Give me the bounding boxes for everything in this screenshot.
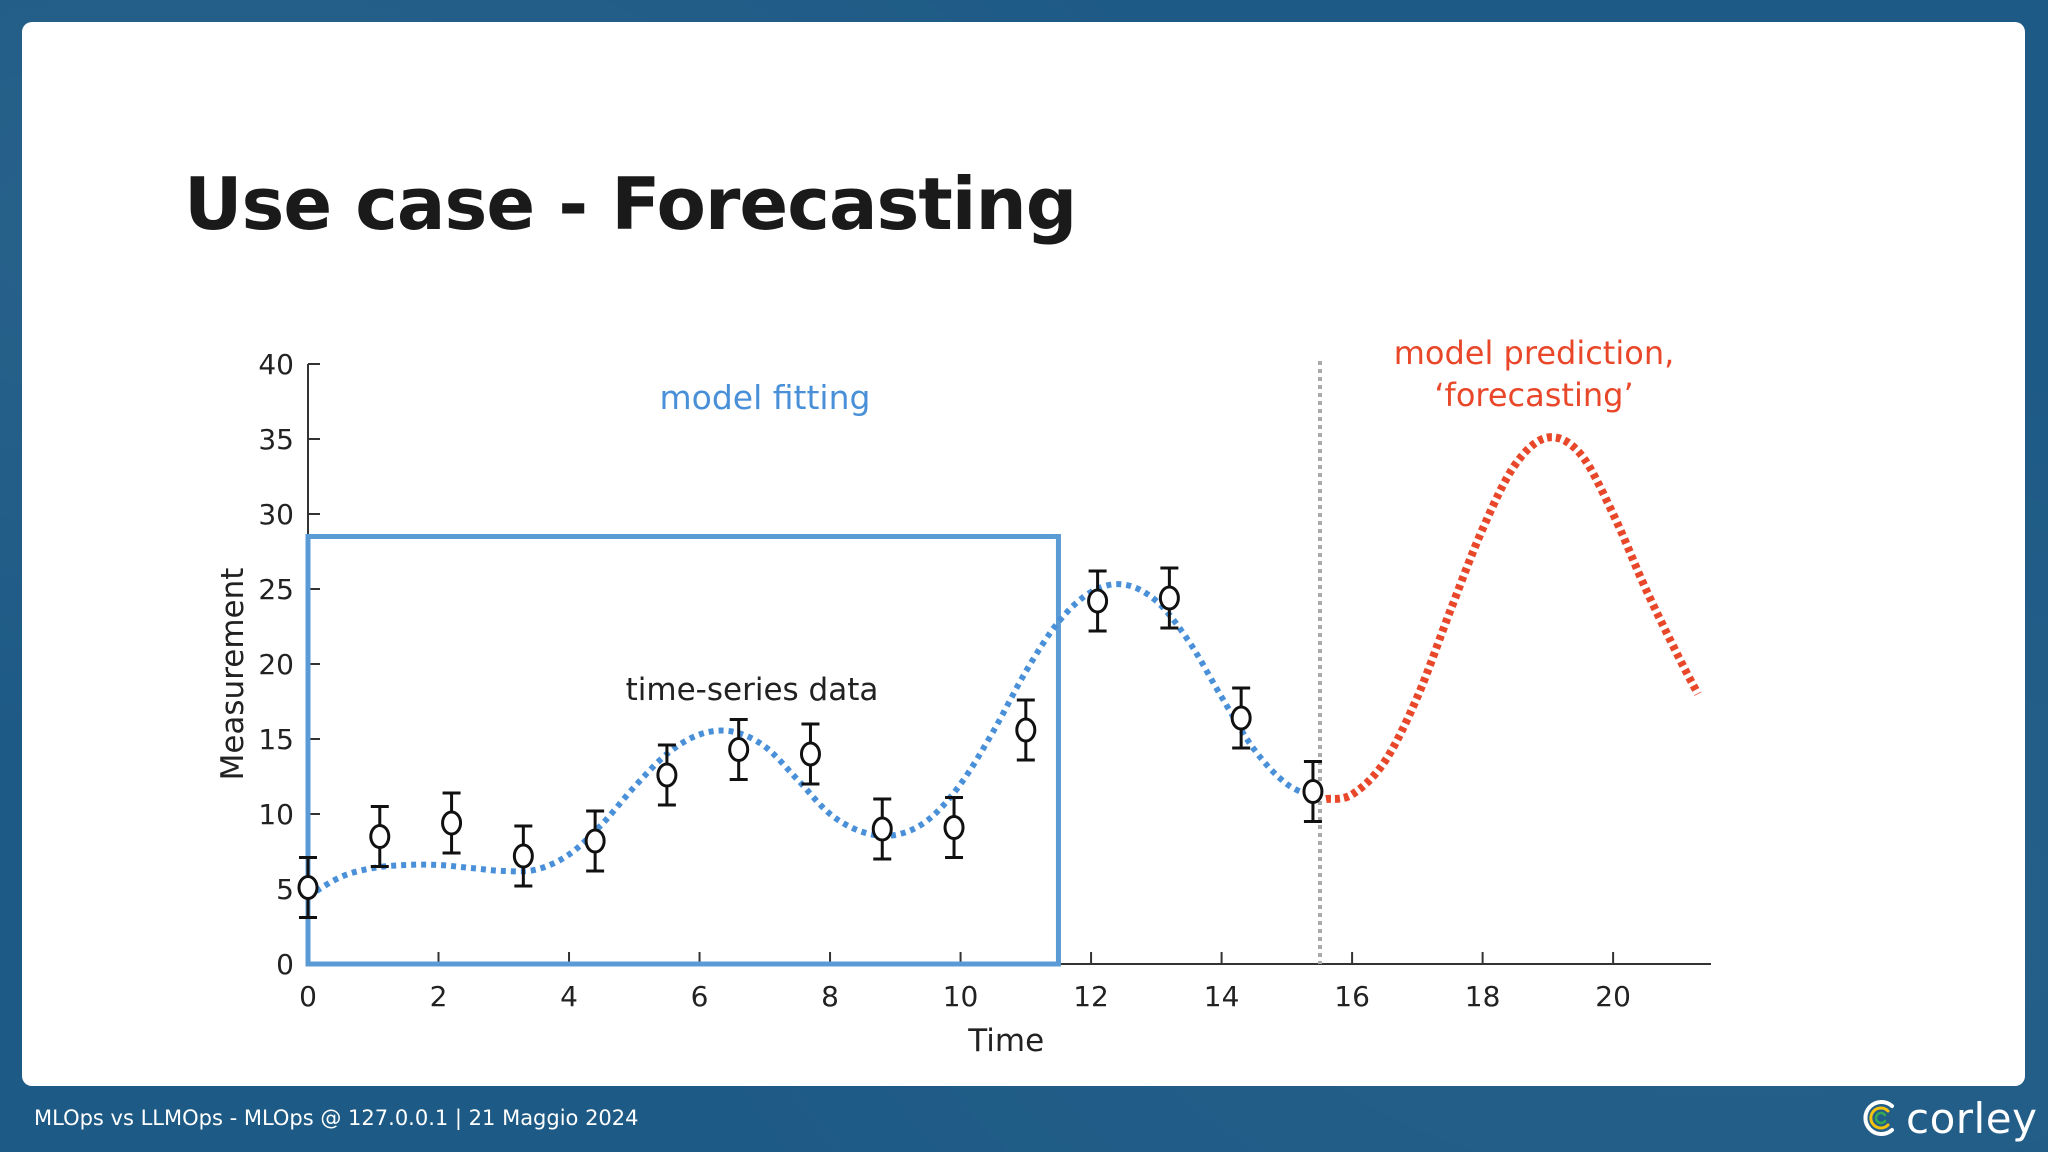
data-point (441, 810, 463, 836)
model-fit-curve (306, 581, 1321, 900)
y-tick-label: 40 (258, 348, 294, 381)
data-point (1302, 779, 1324, 804)
footer-text: MLOps vs LLMOps - MLOps @ 127.0.0.1 | 21… (34, 1106, 639, 1130)
x-tick-label: 8 (821, 980, 839, 1013)
data-point (656, 762, 678, 788)
x-tick-label: 14 (1204, 980, 1240, 1013)
x-tick-label: 4 (560, 980, 578, 1013)
data-point (728, 737, 750, 762)
y-axis-label: Measurement (215, 568, 251, 781)
y-tick-label: 15 (258, 723, 294, 756)
y-tick-label: 0 (276, 948, 294, 981)
prediction-label-line1: model prediction, (1394, 334, 1675, 372)
data-point (871, 816, 893, 842)
corley-logo-icon (1863, 1100, 1894, 1136)
data-point (1230, 705, 1252, 731)
slide-card: Use case - Forecasting (22, 22, 2025, 1086)
brand-logo: corley (1858, 1092, 2037, 1144)
data-point (512, 843, 534, 869)
y-tick-label: 5 (276, 873, 294, 906)
x-tick-label: 16 (1334, 980, 1370, 1013)
data-point (799, 741, 821, 767)
data-point (1158, 585, 1180, 611)
x-tick-label: 2 (430, 980, 448, 1013)
y-tick-label: 30 (258, 498, 294, 531)
y-tick-label: 25 (258, 573, 294, 606)
y-tick-label: 10 (258, 798, 294, 831)
slide-title: Use case - Forecasting (184, 162, 1077, 246)
prediction-label-line2: ‘forecasting’ (1434, 376, 1633, 414)
x-tick-label: 10 (943, 980, 979, 1013)
data-point (584, 828, 606, 854)
training-window-box (305, 534, 1061, 967)
data-point (369, 824, 391, 849)
x-axis-label: Time (967, 1023, 1044, 1059)
data-point (297, 875, 319, 900)
forecast-curve (1325, 433, 1702, 803)
x-tick-label: 0 (299, 980, 317, 1013)
x-tick-label: 20 (1595, 980, 1631, 1013)
x-tick-label: 6 (691, 980, 709, 1013)
data-point (943, 815, 965, 840)
brand-name: corley (1906, 1093, 2038, 1143)
x-tick-label: 12 (1073, 980, 1109, 1013)
data-point (1087, 588, 1109, 614)
y-tick-label: 35 (258, 423, 294, 456)
x-tick-label: 18 (1465, 980, 1501, 1013)
model-fitting-label: model fitting (660, 378, 871, 417)
y-tick-label: 20 (258, 648, 294, 681)
data-point (1015, 717, 1037, 743)
time-series-data-label: time-series data (626, 672, 879, 708)
